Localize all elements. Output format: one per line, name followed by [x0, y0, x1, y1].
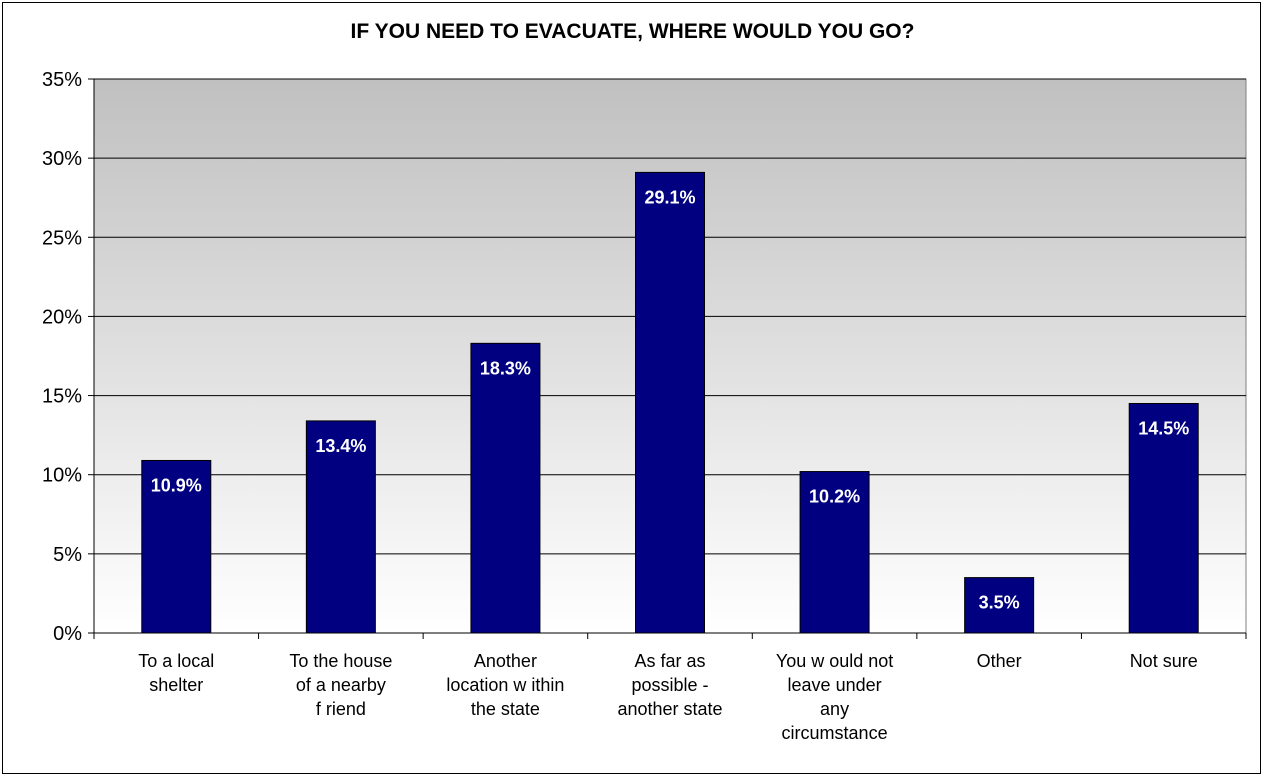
- x-category-label: of a nearby: [296, 675, 386, 695]
- y-tick-label: 5%: [53, 544, 82, 566]
- bar: [470, 342, 541, 634]
- data-label: 13.4%: [315, 436, 366, 456]
- bar: [141, 459, 212, 634]
- data-label: 29.1%: [644, 187, 695, 207]
- x-category-label: To the house: [289, 651, 392, 671]
- bar: [799, 471, 870, 634]
- data-label: 14.5%: [1138, 418, 1189, 438]
- x-category-label: shelter: [149, 675, 203, 695]
- x-category-label: f riend: [316, 699, 366, 719]
- y-tick-label: 25%: [42, 227, 82, 249]
- x-category-label: Another: [474, 651, 537, 671]
- x-category-label: location w ithin: [446, 675, 564, 695]
- x-category-label: possible -: [631, 675, 708, 695]
- bar: [1128, 402, 1199, 634]
- x-category-label: any: [820, 699, 849, 719]
- x-category-label: Other: [977, 651, 1022, 671]
- y-tick-label: 10%: [42, 465, 82, 487]
- x-category-label: As far as: [634, 651, 705, 671]
- bar: [305, 420, 376, 634]
- labels: 0% 5% 10% 15% 20% 25% 30% 35% 10.9% To a local she…: [42, 69, 1198, 743]
- x-category-label: To a local: [138, 651, 214, 671]
- bar: [964, 577, 1035, 634]
- chart-title: IF YOU NEED TO EVACUATE, WHERE WOULD YOU…: [350, 20, 915, 43]
- data-label: 3.5%: [979, 593, 1020, 613]
- data-label: 10.9%: [151, 475, 202, 495]
- y-tick-label: 20%: [42, 306, 82, 328]
- x-category-label: the state: [471, 699, 540, 719]
- y-tick-label: 30%: [42, 148, 82, 170]
- x-category-label: You w ould not: [776, 651, 893, 671]
- x-category-label: Not sure: [1130, 651, 1198, 671]
- y-tick-label: 35%: [42, 69, 82, 91]
- data-label: 10.2%: [809, 487, 860, 507]
- y-tick-label: 15%: [42, 386, 82, 408]
- x-category-label: leave under: [788, 675, 882, 695]
- bar: [635, 171, 705, 634]
- x-category-label: another state: [617, 699, 722, 719]
- y-tick-label: 0%: [53, 623, 82, 645]
- x-category-label: circumstance: [782, 723, 888, 743]
- data-label: 18.3%: [480, 358, 531, 378]
- bars: [141, 171, 1199, 634]
